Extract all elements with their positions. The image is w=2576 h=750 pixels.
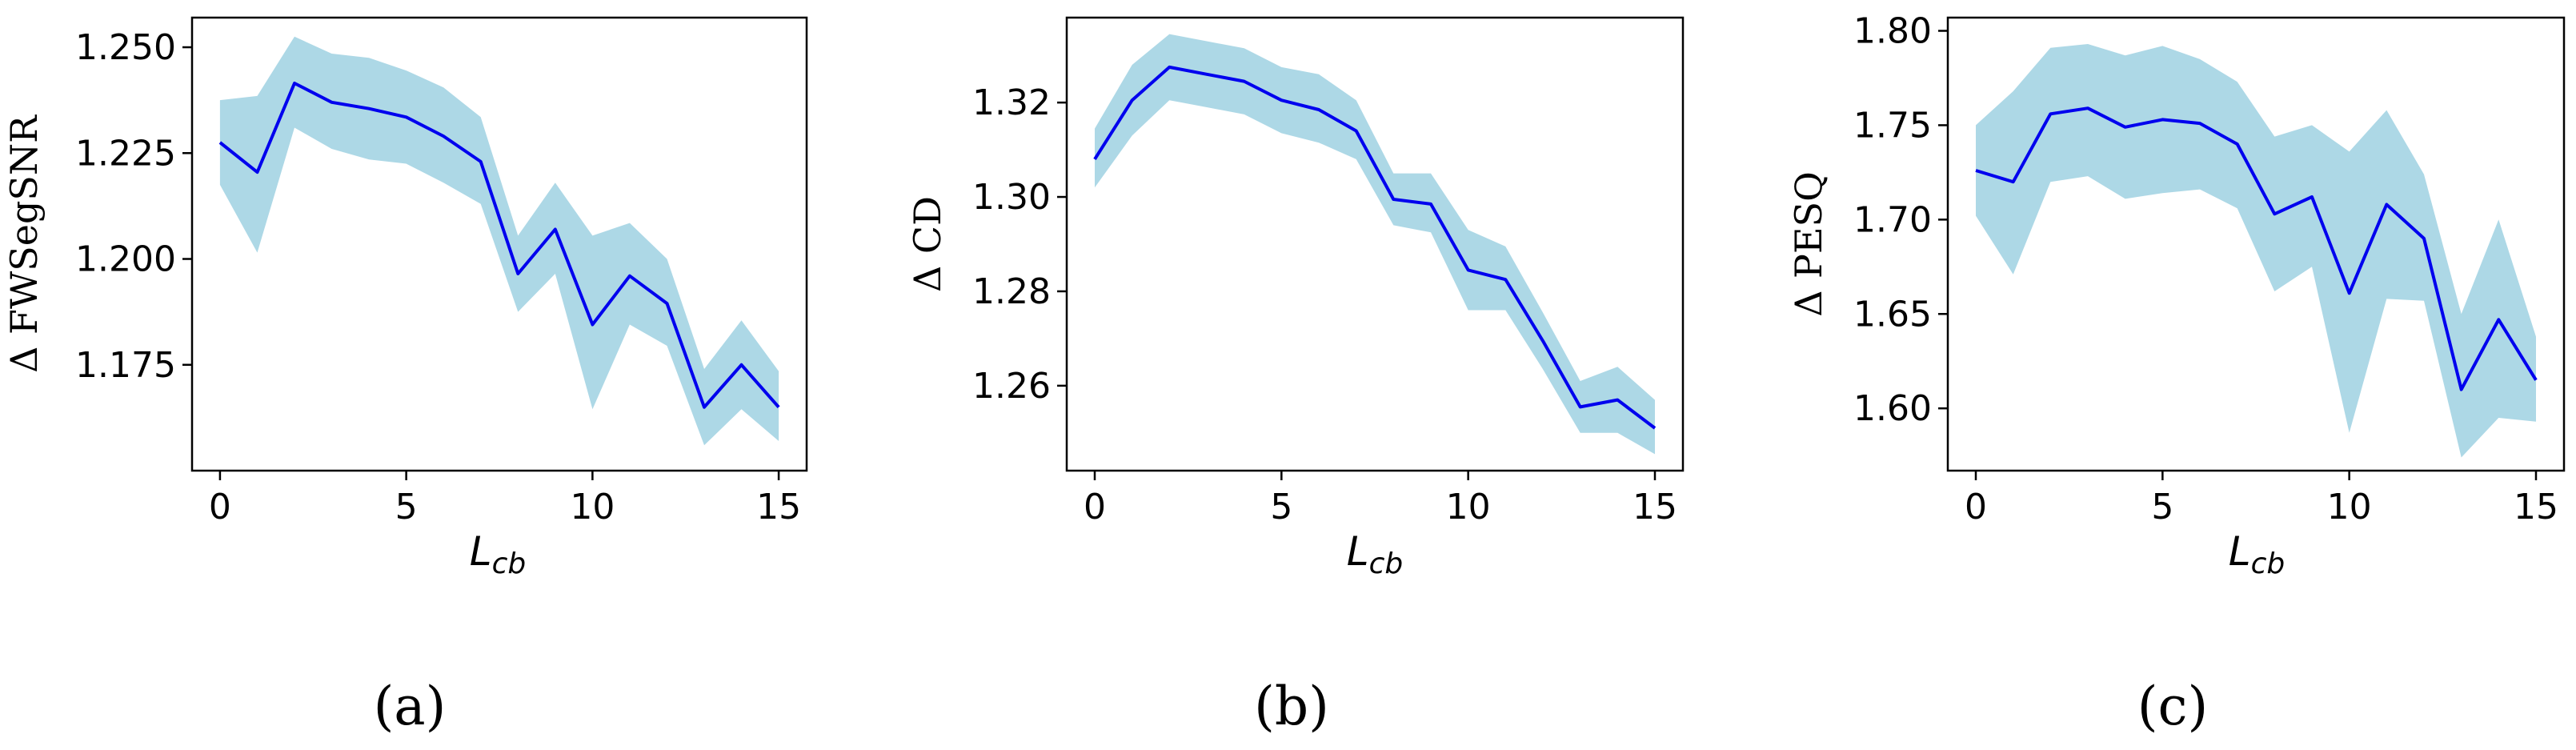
y-tick-label: 1.175 <box>75 345 176 386</box>
panel-c: 0 5 10 15 1.60 1.65 1.70 1.75 1.80 Δ PESQ Lcb (… <box>1787 11 2566 737</box>
confidence-band <box>1976 44 2536 458</box>
x-tick-label: 5 <box>2151 487 2173 527</box>
y-tick-label: 1.30 <box>972 177 1051 218</box>
panel-caption: (c) <box>2137 676 2208 737</box>
series-line <box>1093 65 1657 430</box>
panel-caption: (b) <box>1254 676 1329 737</box>
x-tick-label: 0 <box>1084 487 1106 527</box>
confidence-band <box>1095 34 1655 455</box>
panel-b: 0 5 10 15 1.26 1.28 1.30 1.32 Δ CD Lcb (b) <box>906 16 1685 737</box>
y-tick-label: 1.70 <box>1853 199 1932 240</box>
confidence-band <box>219 36 779 446</box>
panel-caption: (a) <box>374 676 447 737</box>
y-tick-label: 1.26 <box>972 366 1051 407</box>
x-tick-label: 10 <box>1446 487 1491 527</box>
series-line <box>1975 106 2538 391</box>
y-axis-label: Δ PESQ <box>1787 171 1830 317</box>
axes-frame <box>190 16 808 472</box>
y-tick-label: 1.200 <box>75 239 176 280</box>
x-tick-label: 10 <box>570 487 615 527</box>
y-tick-label: 1.28 <box>972 271 1051 312</box>
axes-frame <box>1946 16 2566 472</box>
x-tick-label: 0 <box>209 487 231 527</box>
x-axis-label: Lcb <box>470 528 527 580</box>
y-tick-label: 1.65 <box>1853 294 1932 335</box>
panel-a: 0 5 10 15 1.175 1.200 1.225 1.250 Δ FWSegSNR L… <box>2 16 808 737</box>
series-line <box>218 82 780 409</box>
y-tick-label: 1.32 <box>972 82 1051 123</box>
y-tick-label: 1.80 <box>1853 11 1932 52</box>
x-tick-label: 5 <box>1270 487 1292 527</box>
axes-frame <box>1065 16 1685 472</box>
y-tick-label: 1.250 <box>75 27 176 68</box>
x-tick-label: 15 <box>2514 487 2558 527</box>
x-tick-label: 15 <box>756 487 801 527</box>
x-tick-label: 10 <box>2327 487 2372 527</box>
x-tick-label: 0 <box>1965 487 1987 527</box>
y-tick-label: 1.60 <box>1853 388 1932 429</box>
y-tick-label: 1.225 <box>75 133 176 174</box>
y-axis-label: Δ FWSegSNR <box>2 114 46 373</box>
x-axis-label: Lcb <box>2229 528 2286 580</box>
y-tick-label: 1.75 <box>1853 105 1932 146</box>
x-tick-label: 15 <box>1633 487 1677 527</box>
x-axis-label: Lcb <box>1347 528 1404 580</box>
y-axis-label: Δ CD <box>906 196 949 292</box>
x-tick-label: 5 <box>395 487 418 527</box>
